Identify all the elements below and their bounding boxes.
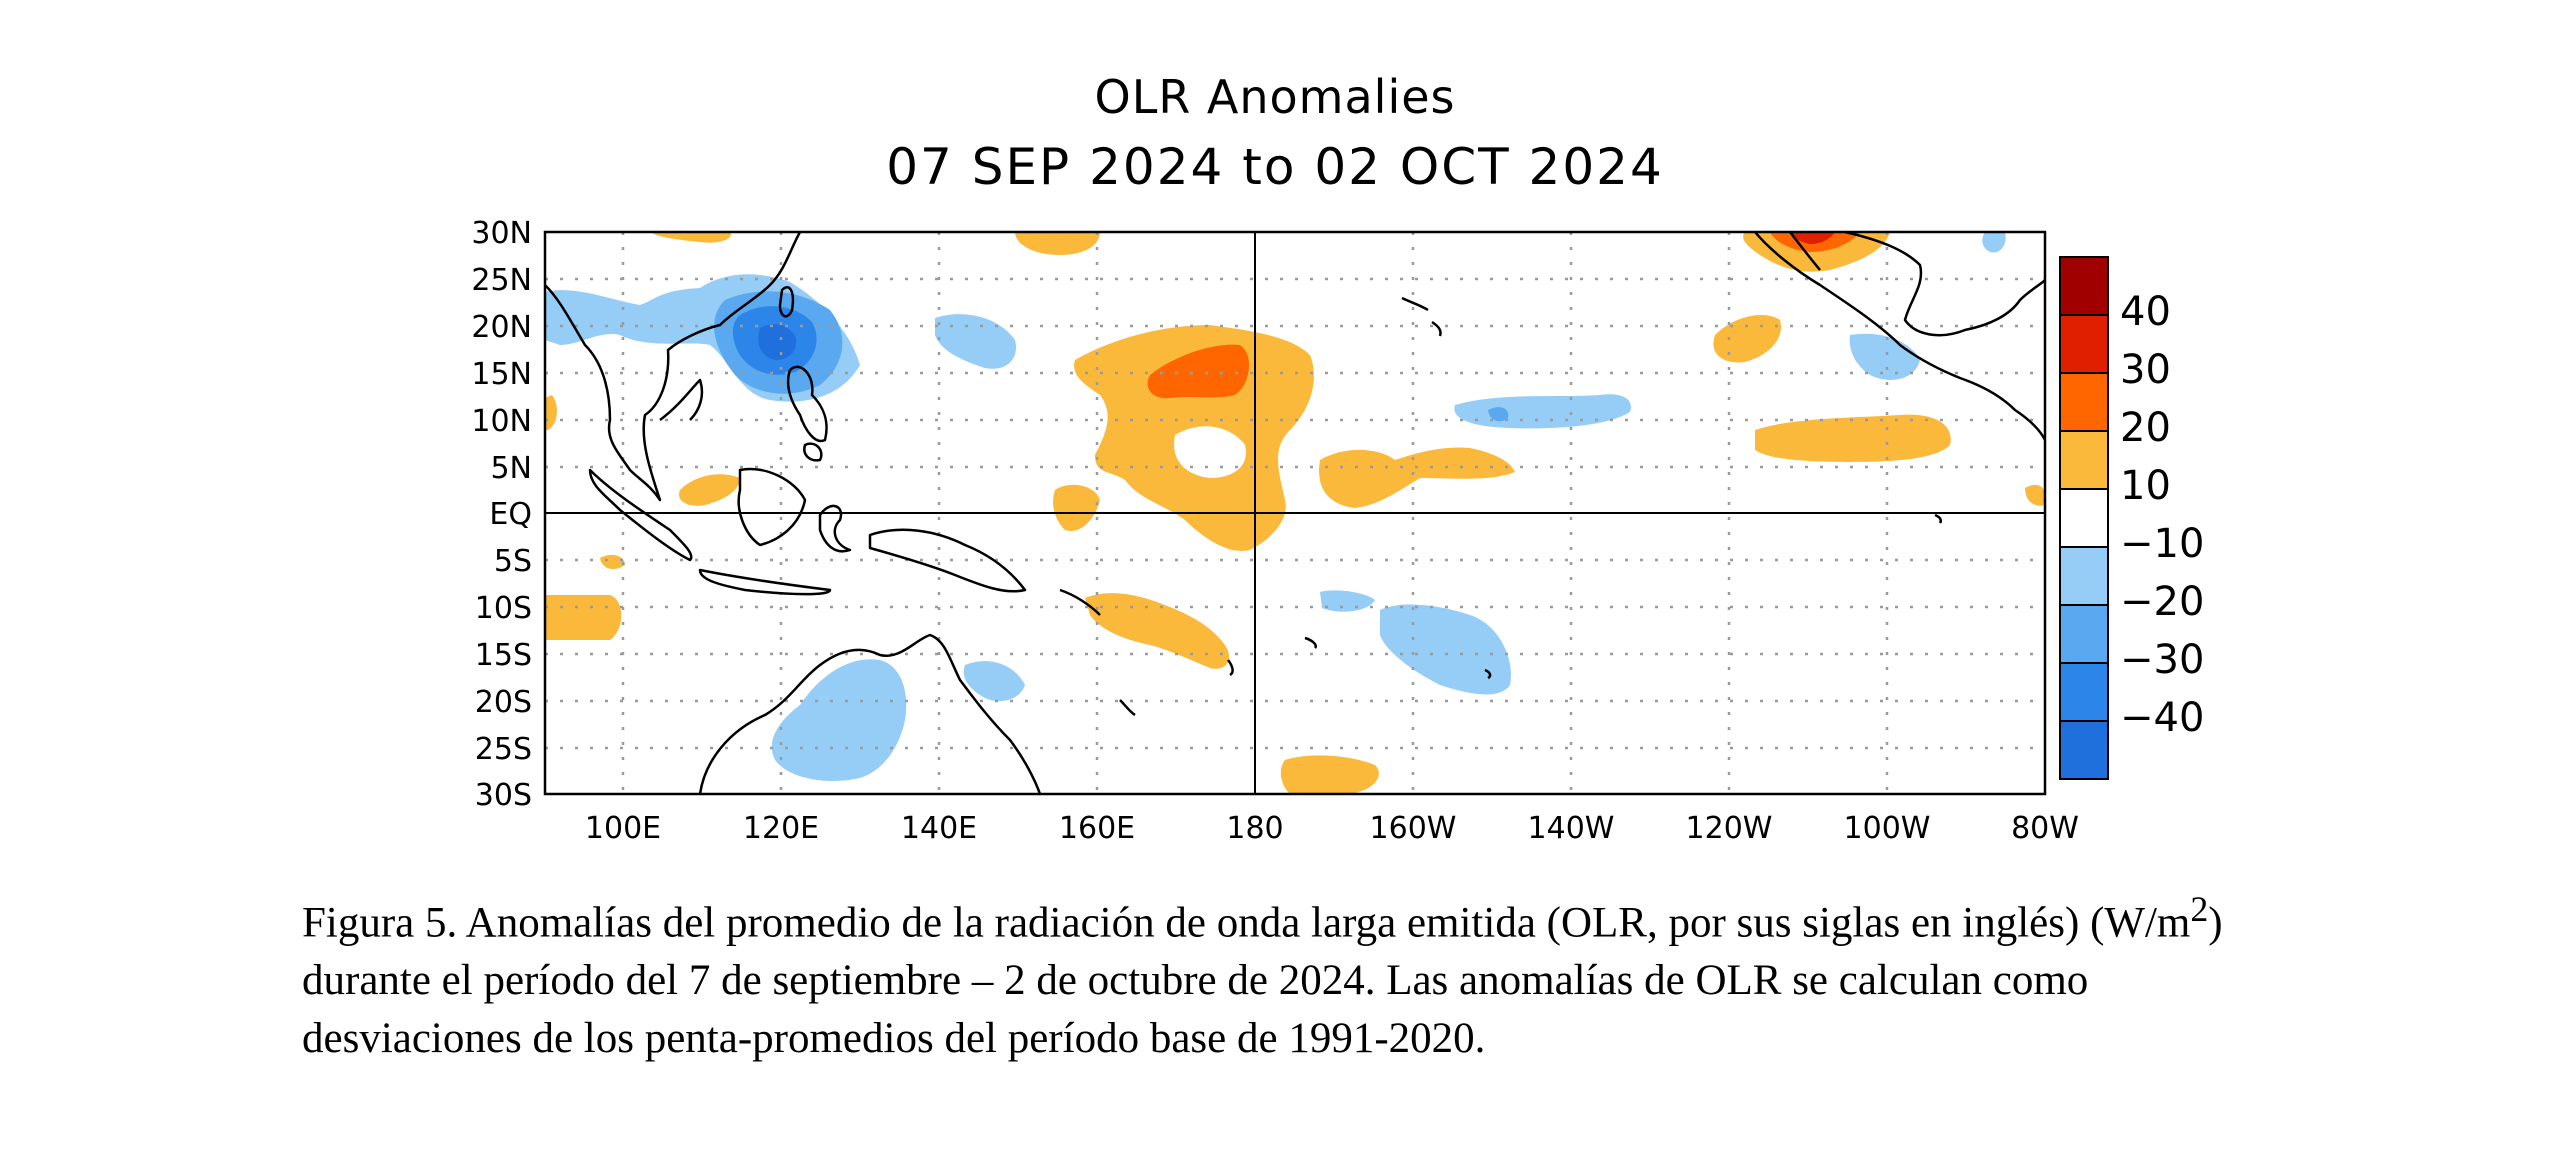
gridlines: [545, 232, 2045, 794]
pos-anomaly-30n-155e: [1015, 232, 1100, 255]
colorbar-label: 20: [2120, 405, 2171, 451]
coastlines: [545, 232, 2045, 794]
colorbar-label: −10: [2120, 521, 2204, 567]
colorbar-swatch: [2059, 430, 2109, 490]
colorbar-swatch: [2059, 372, 2109, 432]
lon-label: 160W: [1370, 811, 1457, 846]
pos-anomaly-5n-110e: [679, 474, 740, 506]
neg-anomaly-south-small: [1320, 590, 1375, 612]
neg-anomaly-core-darkest: [758, 324, 797, 360]
lon-label: 140E: [901, 811, 977, 846]
neg-anomaly-10n-mid: [1488, 407, 1509, 422]
olr-anomaly-map: 30N 25N 20N 15N 10N 5N EQ 5S 10S 15S 20S…: [471, 216, 2204, 846]
lat-axis: 30N 25N 20N 15N 10N 5N EQ 5S 10S 15S 20S…: [471, 216, 532, 813]
lat-label: 30N: [471, 216, 532, 251]
caption-text-1: Figura 5. Anomalías del promedio de la r…: [302, 899, 2191, 947]
pos-anomaly-dateline-hole: [1174, 426, 1246, 478]
pos-anomaly-10s-170e: [1085, 593, 1230, 669]
colorbar-swatch: [2059, 720, 2109, 780]
colorbar-label: 10: [2120, 463, 2171, 509]
lat-label: 5N: [490, 451, 532, 486]
colorbar-label: −40: [2120, 695, 2204, 741]
caption-superscript: 2: [2190, 889, 2209, 929]
lat-label: 10S: [475, 591, 532, 626]
pos-anomaly-8n-100w: [1755, 414, 1951, 462]
caption-text-2: ) durante el período del 7 de septiembre…: [302, 899, 2223, 1063]
lat-label: 5S: [494, 544, 532, 579]
neg-anomaly-80w: [1982, 232, 2006, 253]
lat-label: 15N: [471, 357, 532, 392]
pos-anomaly-dateline-mid: [1147, 344, 1250, 399]
neg-anomaly-australia: [771, 659, 907, 781]
pos-anomaly-0-80w: [2025, 484, 2045, 506]
pos-anomaly-30n-130e: [650, 232, 731, 243]
colorbar: [2059, 256, 2109, 780]
lat-label: 25N: [471, 263, 532, 298]
lat-label: EQ: [489, 497, 532, 532]
figure-caption: Figura 5. Anomalías del promedio de la r…: [302, 880, 2282, 1068]
lat-label: 10N: [471, 404, 532, 439]
lon-label: 80W: [2011, 811, 2079, 846]
neg-anomaly-140e: [935, 314, 1016, 369]
colorbar-swatch: [2059, 314, 2109, 374]
pos-anomaly-10s-90e: [545, 595, 622, 640]
colorbar-label: 40: [2120, 289, 2171, 335]
chart-title-line1: OLR Anomalies: [1094, 70, 1456, 124]
lat-label: 25S: [475, 732, 532, 767]
colorbar-labels: 40 30 20 10 −10 −20 −30 −40: [2120, 289, 2204, 741]
lat-label: 20N: [471, 310, 532, 345]
lat-label: 15S: [475, 638, 532, 673]
colorbar-label: 30: [2120, 347, 2171, 393]
pos-anomaly-5n-170w: [1319, 447, 1515, 508]
map-frame: [543, 230, 2047, 796]
lat-label: 20S: [475, 685, 532, 720]
lat-label: 30S: [475, 778, 532, 813]
lon-axis: 100E 120E 140E 160E 180 160W 140W 120W 1…: [585, 811, 2079, 846]
pos-anomaly-27s: [1280, 755, 1379, 794]
colorbar-swatch: [2059, 488, 2109, 548]
neg-anomaly-20s-150e: [963, 661, 1025, 702]
lon-label: 120W: [1686, 811, 1773, 846]
pos-anomaly-mexico-strong: [1790, 232, 1835, 244]
lon-label: 180: [1226, 811, 1283, 846]
colorbar-label: −20: [2120, 579, 2204, 625]
neg-anomaly-south-pacific: [1380, 604, 1511, 695]
pos-anomaly-eq-160e: [1053, 484, 1100, 531]
chart-title-line2: 07 SEP 2024 to 02 OCT 2024: [886, 138, 1664, 196]
lon-label: 140W: [1528, 811, 1615, 846]
lon-label: 100E: [585, 811, 661, 846]
lon-label: 100W: [1844, 811, 1931, 846]
colorbar-label: −30: [2120, 637, 2204, 683]
lon-label: 120E: [743, 811, 819, 846]
colorbar-swatch: [2059, 662, 2109, 722]
colorbar-swatch: [2059, 256, 2109, 316]
colorbar-swatch: [2059, 604, 2109, 664]
colorbar-swatch: [2059, 546, 2109, 606]
lon-label: 160E: [1059, 811, 1135, 846]
pos-anomaly-5s-100e: [600, 554, 625, 570]
